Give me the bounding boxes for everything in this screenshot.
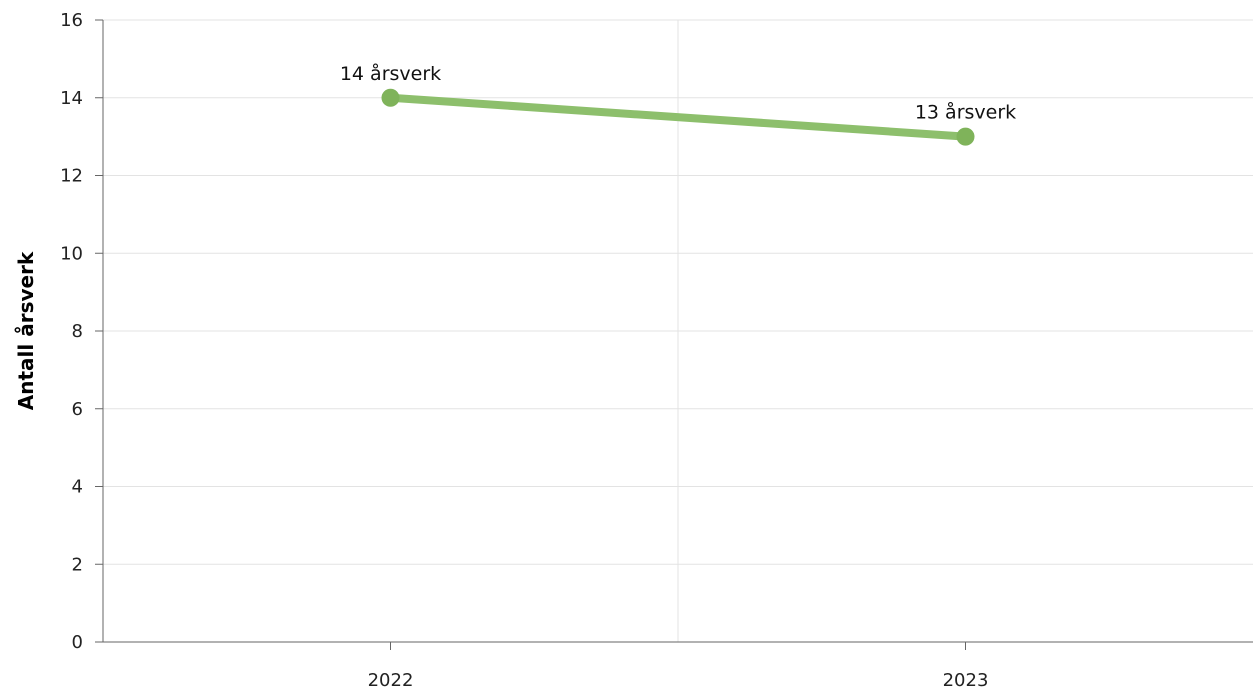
y-tick-label: 0 [72,632,83,653]
y-tick-label: 8 [72,321,83,342]
y-axis-title: Antall årsverk [14,251,38,410]
data-labels: 14 årsverk 13 årsverk [340,62,1016,124]
y-tick-label: 12 [60,166,83,187]
y-tick-label: 4 [72,477,83,498]
data-point [956,127,975,146]
y-tick-label: 16 [60,10,83,31]
y-tick-label: 10 [60,243,83,264]
y-tick-label: 2 [72,554,83,575]
y-tick-label: 14 [60,88,83,109]
x-tick-label: 2022 [368,670,414,691]
series-line [386,93,970,141]
data-label: 14 årsverk [340,62,441,85]
y-tick-label: 6 [72,399,83,420]
series-group [381,88,975,146]
gridlines [103,19,1253,642]
x-tick-label: 2023 [943,670,989,691]
y-axis-ticks: 0 2 4 6 8 10 12 14 16 [60,10,103,653]
data-point [381,88,400,107]
data-label: 13 årsverk [915,101,1016,124]
x-axis-ticks: 2022 2023 [368,642,989,691]
